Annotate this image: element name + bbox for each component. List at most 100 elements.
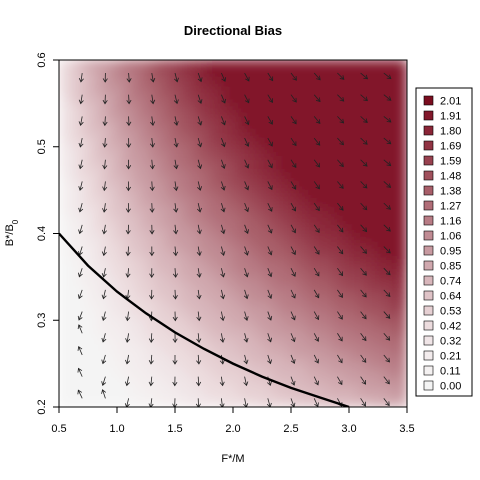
heat-cell (197, 198, 208, 208)
heat-cell (389, 267, 399, 278)
heat-cell (319, 267, 330, 278)
arrow-head (243, 294, 249, 300)
legend-label: 0.42 (440, 321, 461, 333)
heat-cell (397, 302, 407, 313)
arrow-head (172, 338, 178, 344)
heat-cell (162, 94, 173, 104)
heat-cell (249, 233, 260, 243)
heat-cell (215, 172, 225, 182)
arrow-shaft (383, 94, 392, 101)
arrow-head (338, 358, 343, 364)
field-arrow (220, 289, 226, 300)
field-arrow (125, 354, 131, 365)
heat-cell (162, 120, 173, 130)
heat-cell (84, 198, 95, 208)
heat-cell (267, 311, 277, 321)
heat-cell (110, 102, 121, 113)
arrow-shaft (174, 94, 178, 104)
field-arrow (101, 354, 107, 365)
arrow-shaft (313, 311, 319, 320)
arrow-shaft (267, 398, 271, 407)
heat-cell (328, 76, 338, 87)
arrow-head (386, 183, 392, 188)
heat-cell (189, 85, 199, 96)
heat-cell (223, 154, 234, 165)
arrow-head (173, 229, 179, 235)
arrow-shaft (267, 94, 273, 103)
heat-cell (380, 137, 391, 148)
field-arrow (267, 246, 273, 256)
arrow-shaft (383, 289, 391, 297)
heat-cell (197, 102, 208, 113)
boundary-curve (59, 232, 350, 407)
legend-label: 0.00 (440, 381, 461, 393)
heat-cell (67, 128, 77, 139)
heat-cell (319, 60, 330, 70)
heat-cell (319, 111, 330, 122)
arrow-shaft (197, 354, 200, 364)
heat-cell (241, 76, 251, 87)
heat-cell (389, 319, 399, 330)
legend-swatch (423, 260, 434, 271)
field-arrow (77, 367, 83, 377)
heat-cell (215, 68, 225, 78)
field-arrow (78, 203, 84, 213)
heat-cell (171, 285, 182, 295)
heat-cell (293, 111, 304, 122)
arrow-shaft (313, 202, 320, 211)
field-arrow (196, 333, 202, 343)
heat-cell (154, 397, 164, 407)
arrow-shaft (78, 368, 83, 377)
heat-cell (258, 380, 269, 391)
heat-cell (319, 215, 330, 226)
heat-cell (389, 241, 399, 252)
arrow-shaft (360, 137, 368, 145)
arrow-head (361, 379, 367, 385)
heat-cell (241, 60, 251, 70)
chart-title: Directional Bias (184, 23, 282, 38)
heat-cell (354, 128, 364, 139)
heat-cell (67, 259, 77, 269)
legend-label: 1.38 (440, 186, 461, 198)
heat-cell (397, 180, 407, 191)
heat-cell (189, 371, 199, 382)
heat-cell (363, 180, 373, 191)
heat-cell (389, 60, 399, 70)
heat-cell (249, 76, 260, 87)
arrow-head (339, 184, 344, 189)
heat-cell (397, 337, 407, 347)
heat-cell (154, 128, 164, 139)
heat-cell (328, 198, 338, 208)
heat-cell (345, 250, 356, 261)
arrow-head (220, 164, 226, 169)
arrow-head (314, 358, 320, 364)
arrow-head (196, 251, 202, 257)
heat-cell (397, 363, 407, 373)
heat-cell (249, 128, 260, 139)
heat-cell (206, 137, 217, 148)
heat-cell (389, 259, 399, 269)
heat-cell (258, 302, 269, 313)
arrow-head (244, 120, 250, 126)
arrow-shaft (313, 224, 320, 233)
heat-cell (75, 302, 86, 313)
field-arrow (360, 311, 367, 320)
heat-cell (136, 345, 147, 356)
arrow-shaft (78, 289, 83, 299)
legend-label: 0.11 (440, 366, 461, 378)
heat-cell (223, 241, 234, 252)
heat-cell (93, 293, 103, 304)
heat-cell (371, 189, 382, 200)
heat-cell (389, 363, 399, 373)
heat-cell (328, 215, 338, 226)
heat-cell (128, 172, 138, 182)
x-axis: 0.5 1.0 1.5 2.0 2.5 3.0 3.5 (51, 407, 415, 435)
heat-cell (180, 293, 190, 304)
heat-cell (67, 94, 77, 104)
heat-cell (232, 328, 243, 339)
field-arrow (101, 268, 107, 278)
heat-cell (363, 319, 373, 330)
arrow-shaft (244, 289, 248, 299)
heat-cell (267, 172, 277, 182)
heat-cell (215, 337, 225, 347)
